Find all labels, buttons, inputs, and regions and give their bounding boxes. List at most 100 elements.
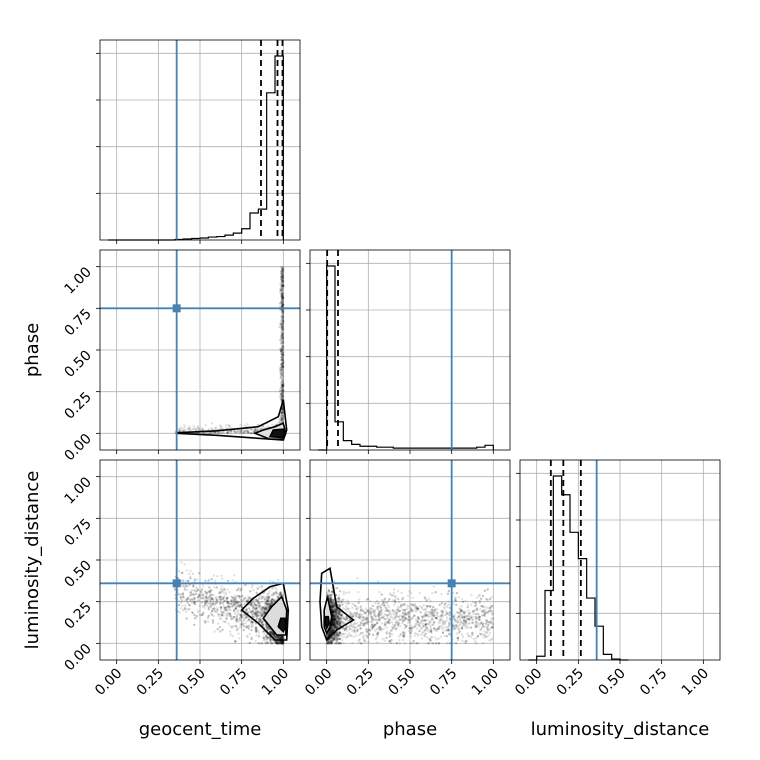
sample-point [279,419,282,422]
sample-point [220,574,223,577]
sample-point [279,322,282,326]
sample-point [281,309,284,312]
sample-point [279,323,283,327]
sample-point [191,572,195,575]
sample-point [282,320,285,323]
sample-point [281,417,284,421]
sample-point [281,368,284,371]
sample-point [282,354,285,357]
sample-point [281,340,284,344]
sample-point [177,569,181,573]
sample-point [226,431,230,435]
sample-point [279,411,283,415]
sample-point [280,369,284,372]
sample-point [218,431,222,435]
sample-point [247,607,251,610]
sample-point [247,431,251,434]
sample-point [280,355,284,359]
sample-point [279,376,283,379]
sample-point [282,287,285,290]
sample-point [280,388,284,391]
sample-point [192,425,195,428]
sample-point [211,619,215,622]
sample-point [280,359,283,362]
sample-point [281,317,285,320]
sample-point [197,427,200,431]
sample-point [227,423,230,427]
sample-point [186,427,189,431]
sample-point [280,396,284,400]
sample-point [282,269,285,272]
sample-point [278,421,281,424]
sample-point [280,356,284,359]
sample-point [281,305,284,308]
sample-point [280,308,283,312]
sample-point [281,320,285,323]
sample-point [250,432,253,435]
sample-point [219,617,223,620]
sample-point [281,411,284,414]
sample-point [279,349,283,353]
sample-point [254,640,257,643]
sample-point [281,269,284,272]
sample-point [234,612,237,615]
sample-point [280,284,283,287]
sample-point [281,361,284,364]
sample-point [196,578,199,581]
sample-point [233,429,237,433]
sample-point [281,349,284,352]
geocent-phase-contour-inner [268,428,286,439]
sample-point [183,424,186,427]
sample-point [281,310,284,314]
sample-point [281,302,284,305]
sample-point [281,359,284,362]
sample-point [281,388,285,392]
sample-point [281,283,284,287]
sample-point [251,428,254,431]
sample-point [229,633,232,636]
sample-point [278,302,281,305]
sample-point [229,430,233,433]
sample-point [280,386,283,389]
sample-point [280,341,283,345]
sample-point [280,411,283,414]
sample-point [281,332,284,335]
sample-point [179,607,182,610]
sample-point [186,601,190,605]
sample-point [244,621,247,625]
sample-point [281,341,284,345]
sample-point [249,428,252,431]
sample-point [282,384,285,387]
sample-point [279,372,283,375]
sample-point [281,315,285,318]
sample-point [268,590,271,593]
sample-point [220,585,223,588]
sample-point [280,393,283,396]
sample-point [280,334,283,338]
sample-point [280,417,284,421]
sample-point [282,303,285,306]
sample-point [279,289,282,292]
sample-point [237,632,240,635]
sample-point [281,351,285,354]
sample-point [280,266,284,269]
sample-point [281,417,284,420]
sample-point [181,429,184,433]
sample-point [282,284,285,288]
sample-point [280,282,283,285]
sample-point [279,291,282,294]
sample-point [279,417,282,420]
sample-point [281,414,284,417]
sample-point [281,324,284,327]
sample-point [216,575,219,578]
sample-point [280,298,284,301]
sample-point [241,599,244,602]
sample-point [279,386,283,390]
sample-point [281,287,284,290]
sample-point [281,292,285,295]
sample-point [281,395,285,398]
sample-point [262,639,265,642]
sample-point [255,634,258,637]
sample-point [183,426,186,429]
sample-point [213,609,217,613]
